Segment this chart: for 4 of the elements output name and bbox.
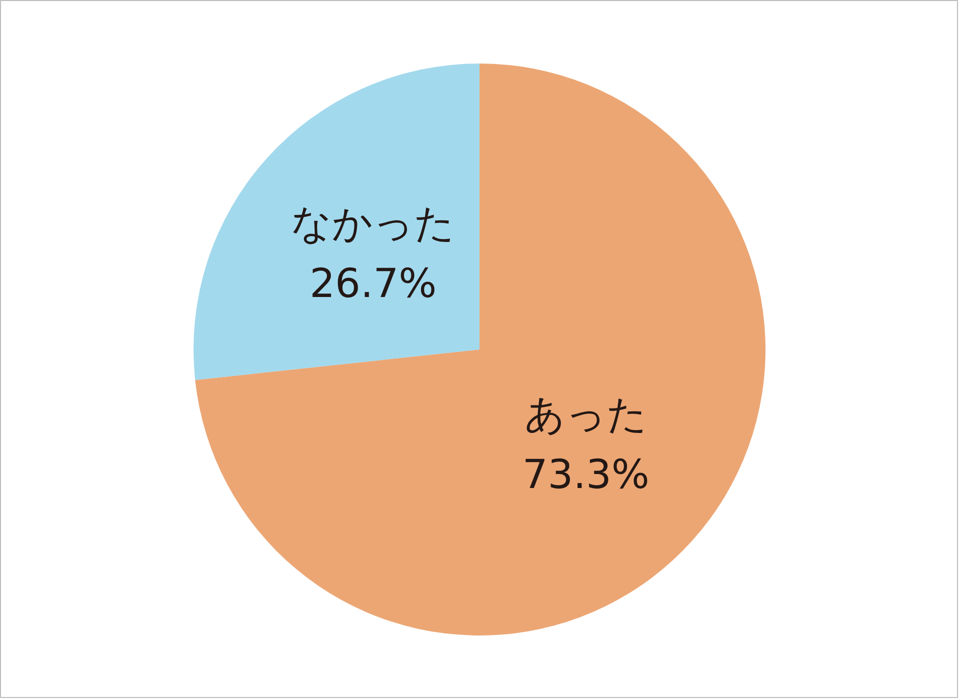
data-label: 73.3% <box>522 452 650 498</box>
slice-label: あった <box>524 392 648 438</box>
slice-label: なかった <box>291 201 456 248</box>
data-label: 26.7% <box>310 260 437 307</box>
